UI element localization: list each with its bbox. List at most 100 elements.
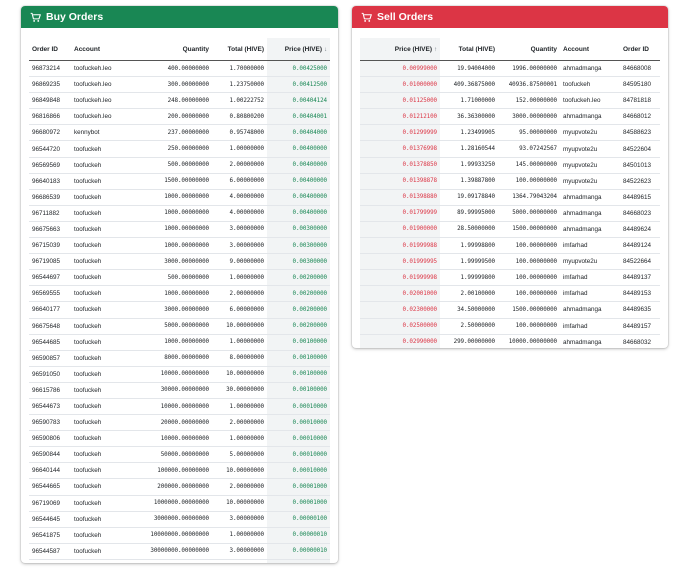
account-cell: ahmadmanga: [563, 65, 602, 73]
table-row[interactable]: 0.02500000 2.50000000 100.00000000 imfarhad…: [360, 317, 660, 335]
table-row[interactable]: 96544685 toofuckeh 1000.00000000 1.00000000…: [29, 333, 330, 351]
quantity-cell: 10000.00000000: [141, 365, 212, 383]
price-cell: 0.00200000: [267, 301, 330, 318]
col-total[interactable]: Total (HIVE): [440, 38, 498, 61]
account-cell: ahmadmanga: [560, 301, 620, 318]
table-row[interactable]: 96719085 toofuckeh 3000.00000000 9.00000000…: [29, 253, 330, 270]
total-cell: 1.99933250: [440, 156, 498, 174]
table-row[interactable]: 96675648 toofuckeh 5000.00000000 10.0000000…: [29, 317, 330, 335]
table-row[interactable]: 96719069 toofuckeh 1000000.00000000 10.0000…: [29, 494, 330, 512]
table-row[interactable]: 96590783 toofuckeh 20000.00000000 2.0000000…: [29, 414, 330, 431]
table-row[interactable]: 96544720 toofuckeh 250.00000000 1.00000000 0…: [29, 140, 330, 158]
table-row[interactable]: 96591050 toofuckeh 10000.00000000 10.000000…: [29, 365, 330, 383]
col-price[interactable]: Price (HIVE) ↑: [360, 38, 440, 61]
table-row[interactable]: 0.01799999 89.99995000 5000.00000000 ahmadm…: [360, 204, 660, 222]
price-cell: 0.02500000: [360, 317, 440, 335]
account-cell: myupvote2u: [560, 124, 620, 141]
table-row[interactable]: 96640183 toofuckeh 1500.00000000 6.00000000…: [29, 172, 330, 190]
buy-orders-table: Order ID Account Quantity Total (HIVE) P…: [29, 38, 330, 563]
order-id-cell: 84668023: [620, 204, 660, 222]
table-row[interactable]: 0.01398880 19.09178840 1364.79043204 ahmadm…: [360, 188, 660, 206]
table-row[interactable]: 0.01299999 1.23499905 95.00000000 myupvote2…: [360, 124, 660, 141]
price-cell: 0.01999995: [360, 253, 440, 270]
order-id-cell: 84489153: [620, 285, 660, 302]
table-row[interactable]: 0.00999000 19.94004000 1996.00000000 ahmadm…: [360, 60, 660, 77]
quantity-cell: 145.00000000: [498, 156, 560, 174]
account-cell: toofuckeh.leo: [71, 76, 141, 93]
table-row[interactable]: 0.01376998 1.28160544 93.07242567 myupvote2…: [360, 140, 660, 158]
table-row[interactable]: 0.01999988 1.99998800 100.00000000 imfarhad…: [360, 237, 660, 254]
table-row[interactable]: 0.01999995 1.99999500 100.00000000 myupvote…: [360, 253, 660, 270]
col-price[interactable]: Price (HIVE) ↓: [267, 38, 330, 61]
col-total[interactable]: Total (HIVE): [212, 38, 267, 61]
table-row[interactable]: 0.01999998 1.99999800 100.00000000 imfarhad…: [360, 269, 660, 286]
table-row[interactable]: 96569569 toofuckeh 500.00000000 2.00000000 0…: [29, 156, 330, 174]
total-cell: 1.70000000: [229, 65, 265, 72]
table-row[interactable]: 0.01212100 36.36300000 3000.00000000 ahmadm…: [360, 108, 660, 125]
total-cell: 1.99999500: [440, 253, 498, 270]
table-row[interactable]: 0.01000000 409.36875000 40936.87500001 toof…: [360, 76, 660, 93]
price-cell: 0.00000100: [267, 510, 330, 528]
total-cell: 9.00000000: [212, 253, 267, 270]
account-cell: toofuckeh: [71, 381, 141, 399]
sell-orders-table: Price (HIVE) ↑ Total (HIVE) Quantity Acco…: [360, 38, 660, 348]
price-cell: 0.00000010: [267, 542, 330, 560]
table-row[interactable]: 96590844 toofuckeh 50000.00000000 5.0000000…: [29, 446, 330, 463]
table-row[interactable]: 0.01398878 1.39887800 100.00000000 myupvote…: [360, 172, 660, 190]
table-row[interactable]: 96590806 toofuckeh 10000.00000000 1.0000000…: [29, 430, 330, 447]
account-cell: myupvote2u: [560, 253, 620, 270]
quantity-cell: 100.00000000: [498, 253, 560, 270]
col-order-id[interactable]: Order ID: [620, 38, 660, 61]
col-quantity[interactable]: Quantity: [141, 38, 212, 61]
order-id-cell: 96590844: [29, 446, 71, 463]
table-row[interactable]: 96590857 toofuckeh 8000.00000000 8.00000000…: [29, 349, 330, 367]
quantity-cell: 1500.00000000: [141, 172, 212, 190]
table-row[interactable]: 0.01125000 1.71000000 152.00000000 toofucke…: [360, 92, 660, 109]
account-cell: toofuckeh: [71, 349, 141, 367]
col-account[interactable]: Account: [560, 38, 620, 61]
table-row[interactable]: 0.01378850 1.99933250 145.00000000 myupvote…: [360, 156, 660, 174]
table-row[interactable]: 96686539 toofuckeh 1000.00000000 4.00000000…: [29, 188, 330, 206]
cart-icon: [361, 12, 372, 22]
quantity-cell: 93.07242567: [498, 140, 560, 158]
col-quantity[interactable]: Quantity: [498, 38, 560, 61]
table-row[interactable]: 96715039 toofuckeh 1000.00000000 3.00000000…: [29, 237, 330, 254]
table-row[interactable]: 96711882 toofuckeh 1000.00000000 4.00000000…: [29, 204, 330, 222]
table-row[interactable]: 96640144 toofuckeh 100000.00000000 10.00000…: [29, 462, 330, 479]
table-row[interactable]: 96544665 toofuckeh 200000.00000000 2.000000…: [29, 478, 330, 496]
table-row[interactable]: 0.01900000 28.50000000 1500.00000000 ahmadm…: [360, 220, 660, 238]
table-row[interactable]: 96816866 toofuckeh.leo 200.00000000 0.80800…: [29, 108, 330, 125]
account-cell: toofuckeh: [71, 558, 141, 563]
price-cell: 0.00200000: [267, 285, 330, 302]
quantity-cell: 152.00000000: [498, 92, 560, 109]
table-row[interactable]: 96544673 toofuckeh 10000.00000000 1.0000000…: [29, 397, 330, 415]
table-row[interactable]: 96544697 toofuckeh 500.00000000 1.00000000 0…: [29, 269, 330, 286]
table-row[interactable]: 96541875 toofuckeh 10000000.00000000 1.0000…: [29, 526, 330, 544]
table-row[interactable]: 96640177 toofuckeh 3000.00000000 6.00000000…: [29, 301, 330, 318]
table-row[interactable]: 96873214 toofuckeh.leo 400.00000000 1.70000…: [29, 60, 330, 77]
col-order-id[interactable]: Order ID: [29, 38, 71, 61]
table-row[interactable]: 96590765toofuckeh50000000.000000005.0000…: [29, 558, 330, 563]
price-cell: 0.01378850: [360, 156, 440, 174]
col-account[interactable]: Account: [71, 38, 141, 61]
table-row[interactable]: 0.02300000 34.50000000 1500.00000000 ahmadm…: [360, 301, 660, 318]
table-row[interactable]: 96849848 toofuckeh.leo 248.00000000 1.00222…: [29, 92, 330, 109]
total-cell: 6.00000000: [212, 301, 267, 318]
price-cell: 0.01125000: [360, 92, 440, 109]
account-cell: toofuckeh: [71, 414, 141, 431]
table-row[interactable]: 96544587 toofuckeh 30000000.00000000 3.0000…: [29, 542, 330, 560]
table-row[interactable]: 96544645 toofuckeh 3000000.00000000 3.00000…: [29, 510, 330, 528]
table-row[interactable]: 0.02990000 299.00000000 10000.00000000 ahma…: [360, 333, 660, 348]
quantity-cell: 3000.00000000: [141, 301, 212, 318]
order-id-cell: 84489157: [620, 317, 660, 335]
table-row[interactable]: 96569555 toofuckeh 1000.00000000 2.00000000…: [29, 285, 330, 302]
table-row[interactable]: 96869235 toofuckeh.leo 300.00000000 1.23750…: [29, 76, 330, 93]
table-row[interactable]: 0.02001000 2.00100000 100.00000000 imfarhad…: [360, 285, 660, 302]
table-row[interactable]: 96675663 toofuckeh 1000.00000000 3.00000000…: [29, 220, 330, 238]
order-id-cell: 84668008: [623, 65, 652, 73]
table-row[interactable]: 96680972 kennybot 237.00000000 0.95748000 0.…: [29, 124, 330, 141]
account-cell: toofuckeh: [71, 365, 141, 383]
quantity-cell: 237.00000000: [141, 124, 212, 141]
table-row[interactable]: 96615786 toofuckeh 30000.00000000 30.000000…: [29, 381, 330, 399]
total-cell: 28.50000000: [440, 220, 498, 238]
